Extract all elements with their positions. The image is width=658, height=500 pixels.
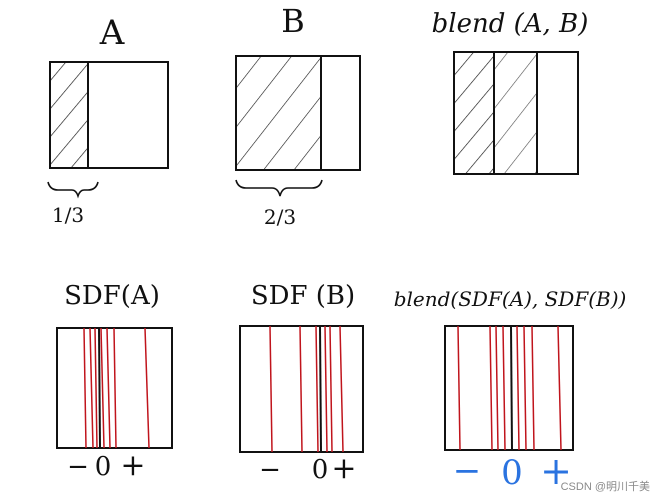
label-b-fraction: 2/3: [264, 205, 296, 229]
blend-sdf-plus: +: [540, 449, 572, 493]
label-blend-sdf: blend(SDF(A), SDF(B)): [394, 287, 627, 311]
box-a-shaded-region: [50, 62, 88, 168]
brace-b: [235, 179, 323, 197]
label-b: B: [281, 2, 305, 40]
sdf-b-plus: +: [331, 451, 356, 486]
box-b: [235, 55, 361, 171]
sdf-b-isolines: [269, 325, 344, 453]
sdf-a-isolines: [83, 327, 150, 449]
watermark: CSDN @明川千美: [560, 481, 650, 493]
sdf-a-zero: 0: [95, 452, 112, 482]
label-a: A: [99, 13, 125, 53]
brace-a: [47, 181, 99, 199]
label-sdf-b: SDF (B): [251, 281, 355, 311]
blend-light-region: [494, 52, 537, 174]
blend-sdf-zero: 0: [501, 453, 523, 493]
box-a: [49, 61, 169, 169]
blend-dense-region: [454, 52, 494, 174]
blend-sdf-minus: −: [453, 451, 482, 491]
sdf-b-zero: 0: [312, 455, 329, 485]
label-a-fraction: 1/3: [52, 203, 84, 227]
box-blend-sdf: [444, 325, 574, 451]
box-sdf-b: [239, 325, 364, 453]
blend-sdf-isolines: [457, 325, 562, 451]
sdf-a-minus: −: [67, 452, 89, 482]
box-blend: [453, 51, 579, 175]
label-blend: blend (A, B): [432, 9, 589, 39]
box-b-shaded-region: [236, 56, 321, 170]
label-sdf-a: SDF(A): [64, 281, 160, 311]
box-sdf-a: [56, 327, 173, 449]
sdf-a-plus: +: [120, 448, 145, 483]
sdf-b-minus: −: [259, 455, 281, 485]
